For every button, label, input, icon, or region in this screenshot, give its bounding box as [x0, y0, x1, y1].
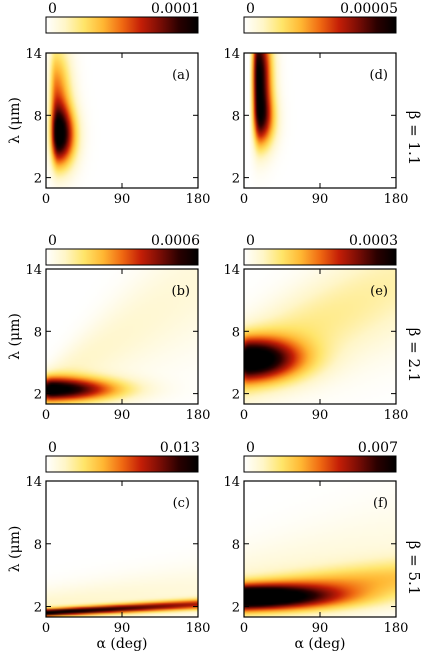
- y-tick-label: 2: [34, 172, 42, 187]
- panel-e: 0 0.0003 0 90 180 2 8 14 (e): [223, 233, 408, 423]
- y-tick-label: 2: [232, 172, 240, 187]
- y-tick-label: 8: [34, 109, 42, 124]
- colorbar: [45, 16, 199, 34]
- colorbar-min-label: 0: [48, 233, 57, 249]
- y-tick-label: 2: [34, 388, 42, 403]
- colorbar-max-label: 0.0006: [151, 233, 200, 249]
- panel-f: 0 0.007 0 90 180 2 8 14 (f) α (deg): [223, 440, 408, 652]
- colorbar-max-label: 0.007: [358, 440, 398, 456]
- beta-label-row-2: β = 2.1: [405, 328, 423, 383]
- y-tick-label: 8: [232, 109, 240, 124]
- x-tick-label: 90: [114, 192, 131, 207]
- panel-a: 0 0.0001 0 90 180 2 8 14 (a) λ (μm): [7, 1, 210, 207]
- panel-label: (a): [172, 68, 190, 83]
- x-tick-label: 0: [42, 408, 50, 423]
- y-tick-label: 2: [232, 388, 240, 403]
- y-tick-label: 14: [223, 475, 240, 490]
- y-tick-label: 14: [25, 475, 42, 490]
- x-tick-label: 0: [240, 192, 248, 207]
- colorbar: [243, 16, 397, 34]
- x-tick-label: 90: [114, 621, 131, 636]
- colorbar-max-label: 0.00005: [340, 1, 398, 17]
- x-tick-label: 0: [42, 192, 50, 207]
- panel-label: (c): [173, 496, 190, 511]
- heatmap-image: [244, 269, 396, 404]
- colorbar-max-label: 0.013: [160, 440, 200, 456]
- panel-c: 0 0.013 0 90 180 2 8 14 (c) λ (μm) α (deg): [7, 440, 210, 652]
- y-tick-label: 14: [25, 263, 42, 278]
- colorbar: [243, 455, 397, 473]
- x-tick-label: 90: [312, 408, 329, 423]
- heatmap-image: [46, 481, 198, 617]
- y-tick-label: 14: [25, 47, 42, 62]
- colorbar: [243, 248, 397, 266]
- y-axis-label: λ (μm): [7, 526, 23, 573]
- y-tick-label: 8: [232, 538, 240, 553]
- y-axis-label: λ (μm): [7, 97, 23, 144]
- x-tick-label: 90: [312, 621, 329, 636]
- heatmap-image: [244, 481, 396, 617]
- colorbar-max-label: 0.0001: [151, 1, 200, 17]
- heatmap-image: [46, 269, 198, 404]
- panel-b: 0 0.0006 0 90 180 2 8 14 (b) λ (μm): [7, 233, 210, 423]
- beta-label-row-1: β = 1.1: [405, 111, 423, 166]
- x-tick-label: 90: [114, 408, 131, 423]
- x-tick-label: 90: [312, 192, 329, 207]
- x-tick-label: 180: [186, 621, 211, 636]
- colorbar-min-label: 0: [48, 440, 57, 456]
- panel-label: (e): [370, 284, 388, 299]
- y-axis-label: λ (μm): [7, 313, 23, 360]
- x-tick-label: 180: [384, 192, 409, 207]
- x-tick-label: 180: [186, 192, 211, 207]
- y-tick-label: 2: [232, 601, 240, 616]
- y-tick-label: 2: [34, 601, 42, 616]
- heatmap-image: [244, 53, 396, 188]
- beta-labels: β = 1.1 β = 2.1 β = 5.1: [405, 111, 423, 596]
- colorbar-max-label: 0.0003: [349, 233, 398, 249]
- panel-d: 0 0.00005 0 90 180 2 8 14 (d): [223, 1, 408, 207]
- heatmap-image: [46, 53, 198, 188]
- y-tick-label: 8: [34, 325, 42, 340]
- y-tick-label: 8: [34, 538, 42, 553]
- x-tick-label: 0: [240, 408, 248, 423]
- x-tick-label: 0: [42, 621, 50, 636]
- y-tick-label: 8: [232, 325, 240, 340]
- x-tick-label: 180: [384, 408, 409, 423]
- x-tick-label: 180: [384, 621, 409, 636]
- colorbar-min-label: 0: [246, 233, 255, 249]
- colorbar: [45, 248, 199, 266]
- x-tick-label: 180: [186, 408, 211, 423]
- y-tick-label: 14: [223, 47, 240, 62]
- x-tick-label: 0: [240, 621, 248, 636]
- y-tick-label: 14: [223, 263, 240, 278]
- panel-label: (d): [370, 68, 388, 83]
- beta-label-row-3: β = 5.1: [405, 541, 423, 596]
- colorbar-min-label: 0: [246, 1, 255, 17]
- colorbar: [45, 455, 199, 473]
- x-axis-label: α (deg): [294, 636, 345, 652]
- colorbar-min-label: 0: [48, 1, 57, 17]
- panel-label: (b): [172, 284, 190, 299]
- x-axis-label: α (deg): [96, 636, 147, 652]
- panel-label: (f): [373, 496, 388, 511]
- colorbar-min-label: 0: [246, 440, 255, 456]
